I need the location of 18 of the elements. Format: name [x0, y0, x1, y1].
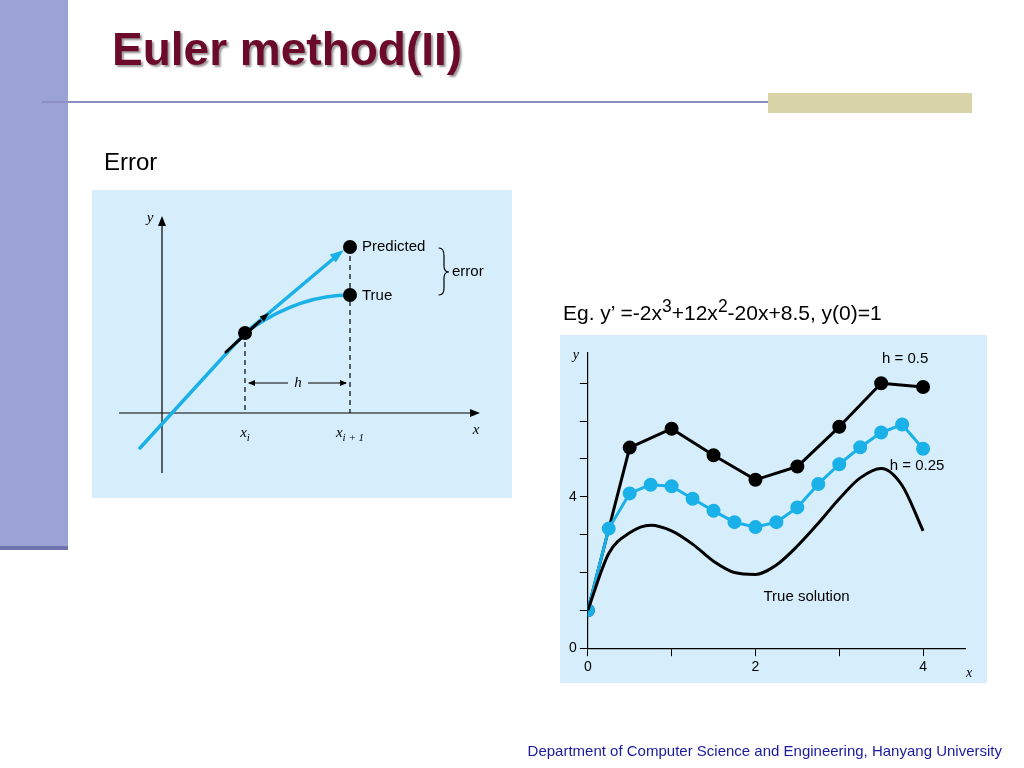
text: True	[362, 286, 393, 304]
text: h	[294, 373, 302, 390]
text: error	[452, 262, 484, 280]
text: Euler method(II)	[112, 22, 463, 76]
y-axis-title: y	[570, 346, 580, 362]
text: y	[144, 208, 154, 225]
series-label: h = 0.5	[881, 349, 929, 367]
text: x	[471, 420, 480, 437]
series-label: h = 0.25	[889, 455, 945, 473]
text: Error	[104, 148, 158, 176]
x-axis-title: x	[964, 664, 973, 680]
chart-title: Eg. y’ =-2x$^{3}$+12x$^{2}$-20x+8.5, y(0)=1	[563, 296, 882, 325]
x-tick-label: 2	[751, 658, 760, 675]
x-tick-label: 4	[919, 658, 928, 675]
series-label: True solution	[763, 586, 850, 604]
text: Department of Computer Science and Engineering, Hanyang University	[527, 742, 1002, 759]
text: Predicted	[362, 237, 426, 255]
x-tick-label: 0	[583, 658, 592, 675]
